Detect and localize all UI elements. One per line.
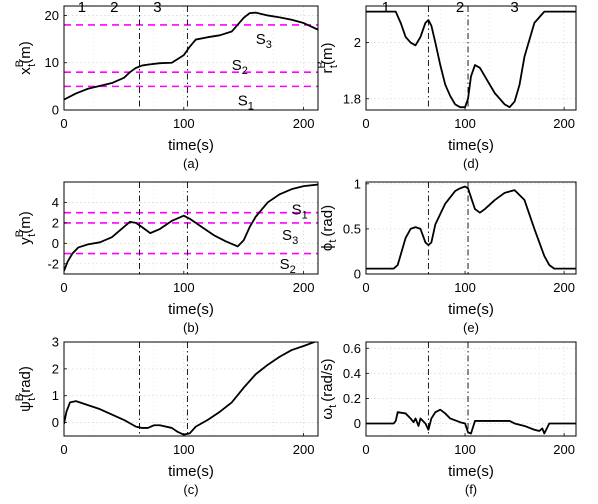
top-label-1: 1 <box>78 0 86 16</box>
panel-caption: (c) <box>183 482 198 497</box>
x-tick-label: 200 <box>553 280 575 295</box>
x-axis-label: time(s) <box>168 463 214 480</box>
y-tick-label: -2 <box>47 256 59 271</box>
series-line-1 <box>366 408 576 435</box>
y-axis-label: yBt(m) <box>14 211 38 244</box>
series-line-1 <box>64 183 318 272</box>
y-tick-label: 0 <box>52 103 59 118</box>
y-axis-label: ψBt(rad) <box>14 366 38 412</box>
y-tick-label: 2 <box>52 215 59 230</box>
top-label-3: 3 <box>510 0 518 16</box>
region-label-3: S1 <box>238 93 254 113</box>
y-tick-label: 2 <box>52 361 59 376</box>
panel-caption: (d) <box>463 156 479 171</box>
y-tick-label: 1 <box>52 388 59 403</box>
series-line-1 <box>64 342 317 436</box>
axes-frame <box>63 341 319 437</box>
region-label-2: S3 <box>282 227 298 247</box>
region-label-3: S2 <box>280 256 296 276</box>
axes-frame <box>365 5 577 111</box>
x-tick-label: 0 <box>60 442 67 457</box>
axes-frame <box>63 181 319 275</box>
x-tick-label: 100 <box>173 442 195 457</box>
panel-c: 0 100 200 0 1 2 3 time(s) (c) ψBt(rad) <box>14 335 319 497</box>
y-axis-label: ϕt(rad) <box>319 205 339 251</box>
panel-a: S3 S2 S1 0 100 200 0 10 20 time(s) (a) xBt(m) 1 2 3 <box>14 0 319 171</box>
top-label-2: 2 <box>456 0 464 16</box>
panel-caption: (e) <box>463 320 479 335</box>
top-label-1: 1 <box>382 0 390 16</box>
x-tick-label: 200 <box>293 280 315 295</box>
y-tick-label: 0 <box>354 416 361 431</box>
x-axis-label: time(s) <box>168 137 214 154</box>
y-tick-label: 3 <box>52 335 59 350</box>
x-tick-label: 100 <box>454 280 476 295</box>
x-tick-label: 200 <box>553 442 575 457</box>
y-tick-label: 1 <box>354 176 361 191</box>
y-tick-label: 20 <box>45 8 59 23</box>
panel-f: 0 100 200 0 0.2 0.4 0.6 time(s) (f) ωt(rad/s) <box>319 341 577 497</box>
axes-frame <box>365 181 577 275</box>
region-label-1: S3 <box>256 31 272 51</box>
x-tick-label: 100 <box>173 116 195 131</box>
x-tick-label: 200 <box>293 116 315 131</box>
x-axis-label: time(s) <box>448 301 494 318</box>
panel-e: 0 100 200 0 0.5 1 time(s) (e) ϕt(rad) <box>319 176 577 335</box>
y-axis-label: rBt(m) <box>316 43 340 74</box>
top-label-3: 3 <box>153 0 161 16</box>
x-axis-label: time(s) <box>448 137 494 154</box>
x-tick-label: 0 <box>362 442 369 457</box>
axes-frame <box>365 341 577 437</box>
x-tick-label: 0 <box>362 280 369 295</box>
y-axis-label: xBt(m) <box>14 41 38 74</box>
x-tick-label: 0 <box>362 116 369 131</box>
y-tick-label: 0 <box>354 267 361 282</box>
y-tick-label: 4 <box>52 195 59 210</box>
y-tick-label: 0.4 <box>343 366 361 381</box>
y-tick-label: 0.5 <box>343 221 361 236</box>
x-tick-label: 0 <box>60 280 67 295</box>
x-tick-label: 0 <box>60 116 67 131</box>
y-tick-label: 10 <box>45 55 59 70</box>
y-tick-label: 0 <box>52 236 59 251</box>
y-tick-label: 0.6 <box>343 341 361 356</box>
top-label-2: 2 <box>110 0 118 16</box>
panel-caption: (f) <box>465 482 477 497</box>
series-line-1 <box>64 11 318 101</box>
y-axis-label: ωt(rad/s) <box>319 358 339 419</box>
axes-frame <box>63 5 319 111</box>
panel-d: 0 100 200 1.8 2 time(s) (d) rBt(m) 1 2 3 <box>316 0 577 171</box>
x-tick-label: 100 <box>454 116 476 131</box>
x-tick-label: 200 <box>293 442 315 457</box>
panel-caption: (b) <box>183 320 199 335</box>
y-tick-label: 0.2 <box>343 391 361 406</box>
x-tick-label: 100 <box>454 442 476 457</box>
series-line-1 <box>366 10 576 109</box>
panel-caption: (a) <box>183 156 199 171</box>
y-tick-label: 0 <box>52 415 59 430</box>
x-axis-label: time(s) <box>448 463 494 480</box>
x-tick-label: 100 <box>173 280 195 295</box>
x-axis-label: time(s) <box>168 301 214 318</box>
series-line-1 <box>366 185 576 270</box>
x-tick-label: 200 <box>553 116 575 131</box>
region-label-1: S1 <box>292 202 308 222</box>
y-tick-label: 1.8 <box>343 91 361 106</box>
y-tick-label: 2 <box>354 35 361 50</box>
region-label-2: S2 <box>232 57 248 77</box>
